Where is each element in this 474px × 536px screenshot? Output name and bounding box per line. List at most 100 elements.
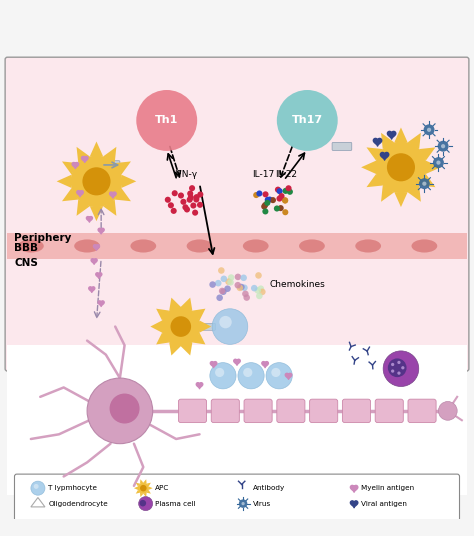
Circle shape (266, 363, 292, 389)
Polygon shape (115, 188, 131, 201)
Polygon shape (196, 383, 203, 389)
Circle shape (261, 204, 267, 210)
Ellipse shape (18, 240, 44, 252)
Polygon shape (419, 147, 436, 161)
Circle shape (161, 307, 201, 346)
Circle shape (140, 485, 146, 492)
Polygon shape (57, 175, 72, 188)
Circle shape (239, 500, 247, 508)
FancyBboxPatch shape (15, 474, 459, 521)
Text: BBB: BBB (15, 243, 38, 253)
Circle shape (283, 188, 289, 194)
Polygon shape (381, 133, 394, 149)
Circle shape (282, 197, 288, 203)
FancyBboxPatch shape (100, 161, 120, 169)
Circle shape (215, 368, 224, 377)
Circle shape (137, 90, 197, 151)
Ellipse shape (299, 240, 325, 252)
Circle shape (182, 204, 189, 210)
Circle shape (71, 155, 122, 207)
Circle shape (391, 369, 394, 373)
FancyBboxPatch shape (375, 399, 403, 422)
Polygon shape (387, 131, 396, 139)
Polygon shape (72, 162, 79, 168)
Circle shape (387, 153, 415, 181)
Circle shape (422, 182, 427, 186)
Circle shape (243, 368, 252, 377)
Circle shape (34, 484, 38, 489)
Polygon shape (169, 297, 181, 311)
Circle shape (210, 281, 216, 288)
Polygon shape (89, 287, 95, 292)
Polygon shape (150, 321, 162, 333)
Polygon shape (121, 175, 137, 188)
Polygon shape (262, 362, 268, 368)
Bar (8, 345, 466, 495)
Circle shape (216, 294, 223, 301)
Circle shape (165, 197, 171, 203)
Circle shape (137, 482, 149, 494)
Polygon shape (192, 309, 205, 321)
Circle shape (171, 208, 177, 214)
Circle shape (256, 190, 263, 197)
Circle shape (375, 142, 427, 193)
FancyBboxPatch shape (310, 399, 337, 422)
Circle shape (388, 359, 407, 377)
Ellipse shape (74, 240, 100, 252)
Circle shape (225, 278, 232, 285)
Polygon shape (169, 343, 181, 355)
Text: Virus: Virus (254, 501, 272, 507)
Circle shape (427, 128, 431, 132)
Circle shape (109, 393, 139, 423)
Polygon shape (146, 482, 151, 487)
Circle shape (87, 378, 153, 444)
Polygon shape (115, 161, 131, 175)
Circle shape (224, 286, 231, 292)
Text: CNS: CNS (15, 258, 38, 269)
Polygon shape (156, 309, 169, 321)
Polygon shape (285, 373, 292, 379)
Circle shape (192, 210, 198, 215)
Text: Plasma cell: Plasma cell (155, 501, 196, 507)
Circle shape (263, 191, 269, 197)
Polygon shape (62, 161, 78, 175)
Text: Oligodendrocyte: Oligodendrocyte (48, 501, 108, 507)
Polygon shape (350, 501, 358, 508)
Circle shape (424, 124, 435, 135)
Circle shape (278, 205, 284, 211)
Text: Th17: Th17 (292, 115, 323, 125)
Circle shape (441, 144, 445, 148)
Circle shape (438, 401, 457, 420)
Polygon shape (93, 244, 100, 250)
Circle shape (82, 167, 110, 196)
Circle shape (264, 200, 270, 206)
Circle shape (438, 141, 448, 152)
Circle shape (262, 202, 268, 208)
Ellipse shape (187, 240, 212, 252)
Ellipse shape (130, 240, 156, 252)
Text: Myelin antigen: Myelin antigen (361, 485, 414, 491)
Circle shape (227, 279, 234, 286)
Circle shape (187, 197, 193, 203)
FancyBboxPatch shape (277, 399, 305, 422)
Polygon shape (77, 147, 90, 163)
Circle shape (433, 157, 444, 168)
Polygon shape (143, 479, 146, 483)
Circle shape (197, 191, 203, 197)
Polygon shape (394, 192, 408, 207)
Circle shape (277, 188, 283, 194)
Polygon shape (98, 301, 104, 307)
Polygon shape (77, 199, 90, 216)
Circle shape (220, 276, 227, 282)
Circle shape (171, 316, 191, 337)
Polygon shape (140, 493, 143, 497)
Circle shape (220, 288, 227, 295)
Polygon shape (136, 490, 140, 494)
Polygon shape (408, 185, 421, 202)
Ellipse shape (243, 240, 269, 252)
Circle shape (275, 187, 281, 192)
Text: Periphery: Periphery (15, 233, 72, 243)
Circle shape (244, 294, 250, 301)
FancyBboxPatch shape (408, 399, 436, 422)
Circle shape (256, 293, 263, 299)
